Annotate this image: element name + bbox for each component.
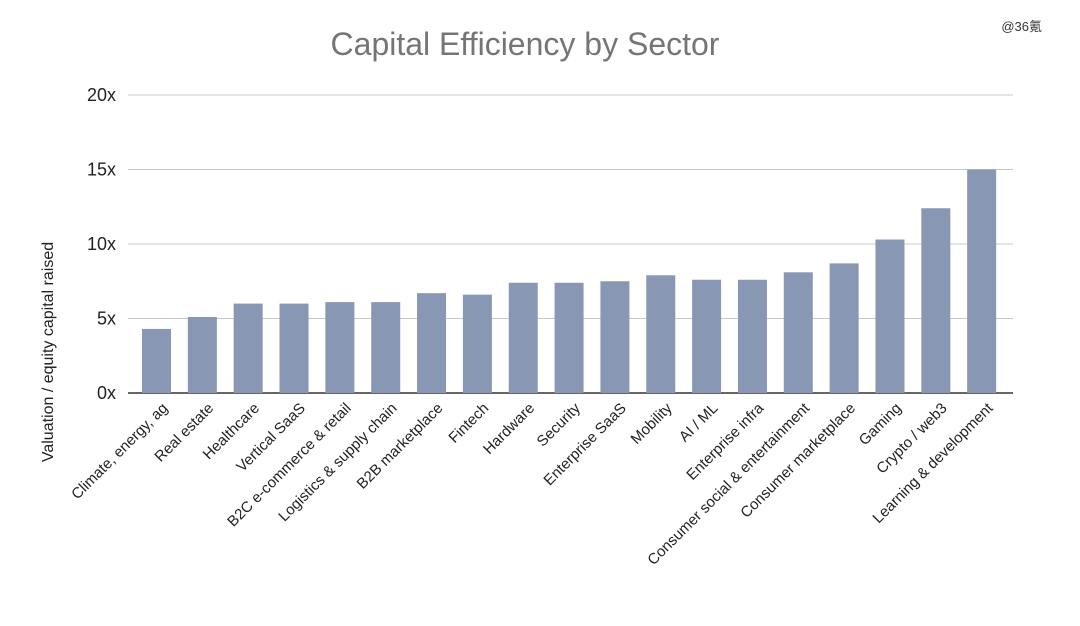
watermark: @36氪 [1001,19,1042,34]
bar [921,208,951,393]
x-tick-label: Mobility [628,399,676,447]
bar [829,263,859,393]
bar [462,294,492,393]
bar [737,279,767,393]
y-tick-label: 5x [97,309,116,329]
y-tick-label: 15x [87,160,116,180]
y-tick-label: 10x [87,234,116,254]
x-tick-label: B2B marketplace [354,400,447,493]
y-tick-label: 20x [87,85,116,105]
x-tick-label: Consumer social & entertainment [644,399,813,568]
bar [692,279,722,393]
bar [187,317,217,393]
bar [417,293,447,393]
y-axis-title: Valuation / equity capital raised [40,242,57,462]
chart-title: Capital Efficiency by Sector [330,26,720,62]
bar [554,282,584,393]
y-tick-labels: 0x 5x 10x 15x 20x [87,85,116,403]
bar [967,169,997,393]
bars [142,169,997,393]
bar [783,272,813,393]
bar [600,281,630,393]
bar [142,328,171,393]
bar [325,302,355,393]
bar [233,303,263,393]
y-tick-label: 0x [97,383,116,403]
bar [875,239,905,393]
bar [371,302,401,393]
x-tick-label: AI / ML [676,400,722,446]
bar [279,303,309,393]
x-tick-label: Enterprise SaaS [540,400,629,489]
bar [646,275,676,393]
bar [508,282,538,393]
